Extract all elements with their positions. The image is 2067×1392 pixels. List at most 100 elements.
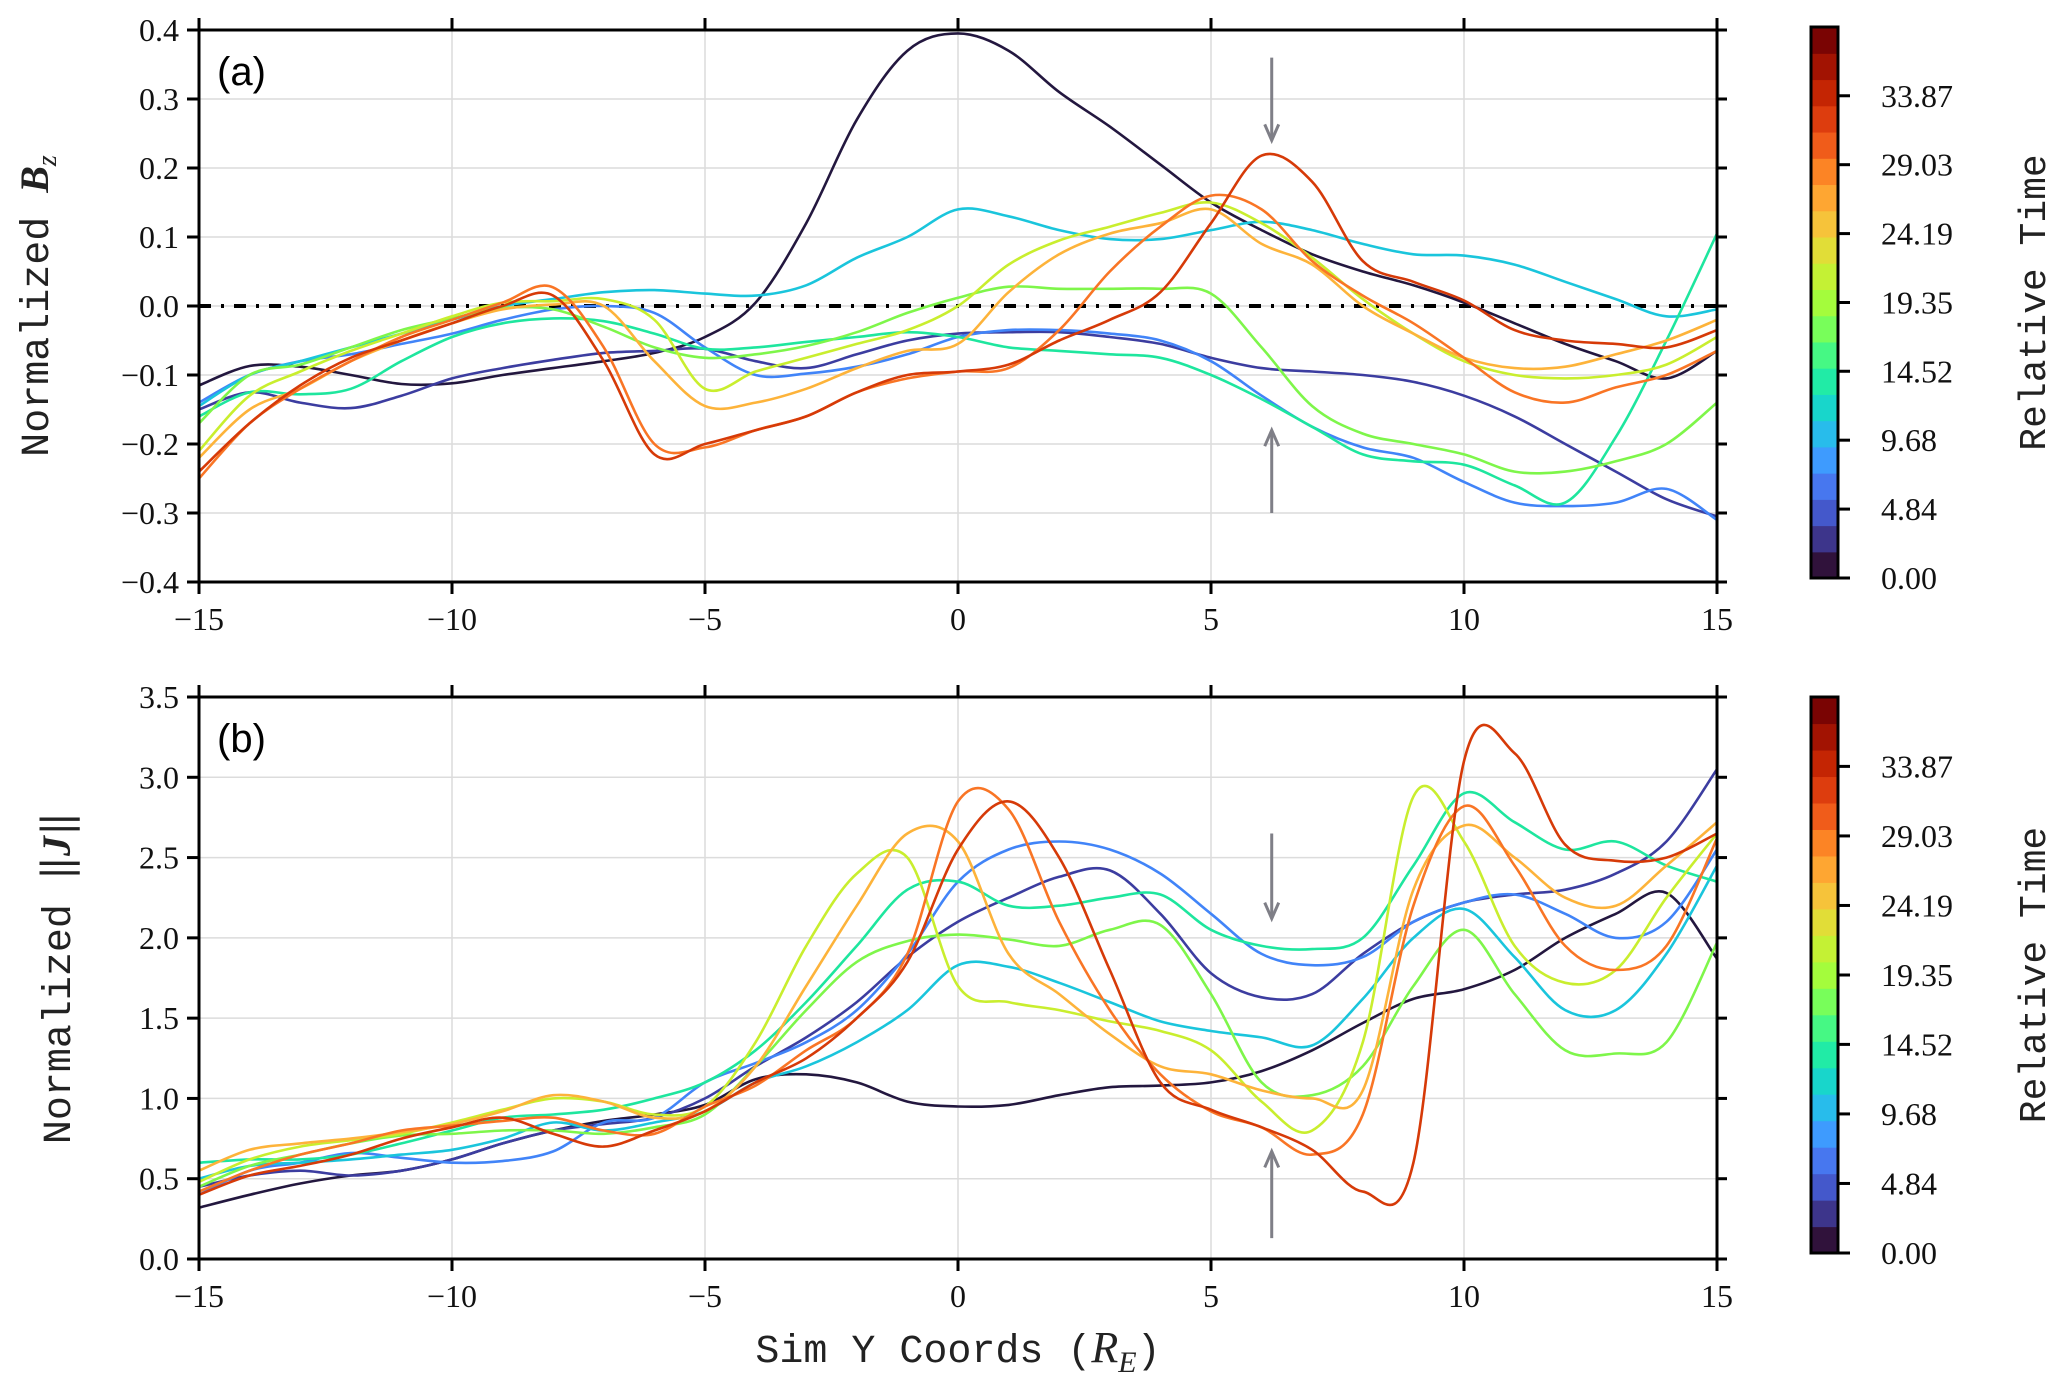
colorbar-b-band: [1811, 988, 1838, 1016]
panel-b-x-tick-label: 15: [1701, 1278, 1733, 1314]
colorbar-b-ticks: 0.00 4.84 9.68 14.52 19.35 24.19 29.03 33.87: [1838, 748, 1953, 1271]
panel-a-x-tick-label: 15: [1701, 601, 1733, 637]
colorbar-b-band: [1811, 1173, 1838, 1201]
panel-a-arrow-head: [1263, 426, 1281, 447]
panel-a-series-line-0: [198, 32, 1718, 387]
colorbar-a-band: [1811, 368, 1838, 395]
panel-a-y-tick-label: 0.2: [139, 150, 179, 186]
panel-a-y-tick-label: −0.4: [121, 564, 179, 600]
panel-b-current: −15 −10 −5 0 5 10 15 0.0 0.5 1.0 1.5 2.0 2.5 3.0 3.5 (…: [34, 679, 1733, 1379]
colorbar-b-band: [1811, 829, 1838, 857]
colorbar-a-tick-label: 29.03: [1881, 147, 1953, 183]
colorbar-b-title: Relative Time: [2014, 827, 2057, 1123]
panel-b-series-line-3: [198, 864, 1719, 1180]
panel-a-bz: −15 −10 −5 0 5 10 15 −0.4 −0.3 −0.2 −0.1 0.0 0.1 0.2 0…: [12, 12, 1733, 637]
panel-a-y-tick-label: 0.0: [139, 288, 179, 324]
colorbar-b-tick-label: 33.87: [1881, 748, 1953, 784]
colorbar-a-band: [1811, 341, 1838, 369]
panel-a-y-tick-label: −0.1: [121, 357, 179, 393]
panel-a-y-tick-label: 0.1: [139, 219, 179, 255]
colorbar-b-tick-label: 4.84: [1881, 1165, 1937, 1201]
colorbar-a-band: [1811, 236, 1838, 264]
panel-b-x-tick-label: −5: [688, 1278, 722, 1314]
colorbar-b-band: [1811, 961, 1838, 989]
panel-a-x-tick-label: 5: [1203, 601, 1219, 637]
colorbar-a-band: [1811, 131, 1838, 159]
colorbar-b-band: [1811, 1067, 1838, 1095]
panel-b-series-line-6: [198, 784, 1719, 1184]
panel-b-x-tick-label: −15: [174, 1278, 224, 1314]
panel-a-series-line-4: [198, 233, 1719, 506]
panel-b-y-tick-label: 1.5: [139, 1000, 179, 1036]
panel-b-y-axis-title: Normalized ‖J‖: [34, 812, 83, 1144]
colorbar-a-tick-label: 14.52: [1881, 353, 1953, 389]
colorbar-b-bands: [1811, 697, 1838, 1254]
panel-b-grid: [198, 696, 1718, 1260]
panel-b-arrow-up-icon: [1263, 1147, 1281, 1239]
panel-a-series-line-9: [198, 152, 1718, 473]
colorbar-a-bands: [1811, 27, 1838, 579]
panel-b-series-line-9: [198, 723, 1718, 1207]
colorbar-a-band: [1811, 53, 1838, 81]
panel-b-norm-right: ‖: [38, 812, 83, 836]
colorbar-a-band: [1811, 473, 1838, 500]
panel-b-y-tick-label: 2.0: [139, 920, 179, 956]
panel-a-y-tick-label: 0.3: [139, 81, 179, 117]
colorbar-a-tick-label: 19.35: [1881, 285, 1953, 321]
panel-b-y-axis-title-text: Normalized: [38, 880, 83, 1144]
panel-b-y-tick-label: 3.5: [139, 679, 179, 715]
panel-b-x-tick-label: −10: [427, 1278, 477, 1314]
colorbar-a-band: [1811, 27, 1838, 54]
colorbar-b-band: [1811, 776, 1838, 804]
colorbar-b-band: [1811, 1226, 1838, 1254]
colorbar-b-tick-label: 24.19: [1881, 887, 1953, 923]
colorbar-a-band: [1811, 499, 1838, 527]
x-axis-title: Sim Y Coords (RE): [755, 1323, 1160, 1379]
panel-b-y-tick-label: 0.0: [139, 1241, 179, 1277]
colorbar-b-tick-label: 29.03: [1881, 818, 1953, 854]
panel-b-arrows: [1263, 833, 1281, 1239]
colorbar-a-band: [1811, 551, 1838, 579]
colorbar-a-band: [1811, 210, 1838, 238]
panel-a-y-tick-label: −0.3: [121, 495, 179, 531]
colorbar-b-tick-label: 19.35: [1881, 957, 1953, 993]
panel-b-y-axis-symbol: J: [34, 834, 79, 857]
colorbar-a-band: [1811, 394, 1838, 422]
panel-a-x-tick-label: −10: [427, 601, 477, 637]
panel-a-y-axis-subscript: z: [32, 155, 63, 167]
panel-b-series-line-8: [198, 786, 1719, 1193]
panel-b-arrow-head: [1263, 1147, 1281, 1169]
panel-a-series-line-5: [198, 285, 1718, 475]
panel-b-ticks: −15 −10 −5 0 5 10 15 0.0 0.5 1.0 1.5 2.0 2.5 3.0 3.5: [139, 679, 1733, 1314]
panel-b-series-line-5: [198, 919, 1719, 1188]
panel-a-series-line-1: [198, 330, 1718, 518]
colorbar-b-band: [1811, 1120, 1838, 1148]
panel-a-ticks: −15 −10 −5 0 5 10 15 −0.4 −0.3 −0.2 −0.1 0.0 0.1 0.2 0…: [121, 12, 1733, 637]
colorbar-a-band: [1811, 263, 1838, 290]
x-axis-title-text: Sim Y Coords (: [755, 1330, 1091, 1375]
panel-a-arrow-down-icon: [1263, 57, 1281, 145]
colorbar-b-band: [1811, 935, 1838, 963]
colorbar-a-band: [1811, 79, 1838, 107]
panel-b-series-line-7: [198, 821, 1718, 1172]
colorbar-a-ticks: 0.00 4.84 9.68 14.52 19.35 24.19 29.03 33.87: [1838, 78, 1953, 596]
panel-a-label: (a): [217, 50, 266, 94]
colorbar-a-band: [1811, 289, 1838, 317]
colorbar-b-band: [1811, 908, 1838, 936]
colorbar-b-band: [1811, 1200, 1838, 1228]
colorbar-b-band: [1811, 723, 1838, 751]
colorbar-b-band: [1811, 855, 1838, 883]
colorbar-a-band: [1811, 525, 1838, 553]
colorbar-b-band: [1811, 882, 1838, 910]
panel-a-series-group: [198, 32, 1719, 522]
panel-a-y-tick-label: −0.2: [121, 426, 179, 462]
colorbar-b-band: [1811, 1094, 1838, 1122]
panel-b-series-line-4: [198, 790, 1718, 1164]
panel-b-y-tick-label: 1.0: [139, 1080, 179, 1116]
panel-a-y-tick-label: 0.4: [139, 12, 179, 48]
panel-a-x-tick-label: −5: [688, 601, 722, 637]
colorbar-b-band: [1811, 697, 1838, 725]
colorbar-a-band: [1811, 184, 1838, 212]
colorbar-a-band: [1811, 315, 1838, 343]
